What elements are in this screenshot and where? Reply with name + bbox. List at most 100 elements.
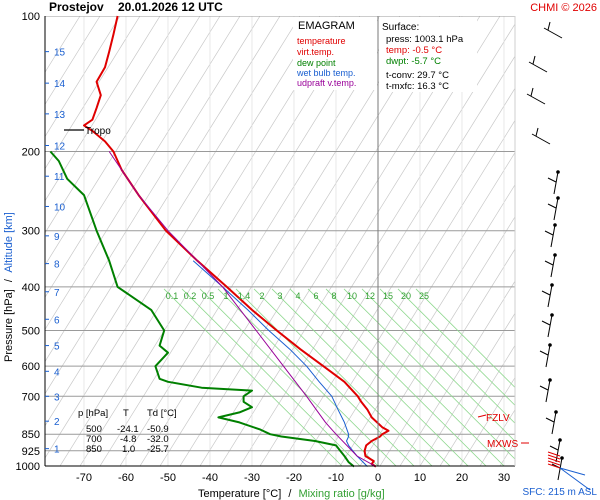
wind-barb-dot	[556, 170, 560, 174]
altitude-tick-label: 10	[54, 202, 66, 213]
wind-barb	[550, 254, 556, 278]
wind-barb	[545, 344, 551, 368]
mixing-ratio-line	[307, 288, 487, 466]
wind-barb	[544, 260, 554, 266]
legend-item-wet-bulb: wet bulb temp.	[296, 68, 356, 78]
x-tick-label: 10	[414, 472, 426, 484]
x-tick-label: 30	[498, 472, 510, 484]
surface-box	[379, 17, 477, 92]
background-diagonal	[45, 16, 201, 266]
altitude-tick-label: 15	[54, 48, 66, 59]
tropopause-marker: Tropo	[64, 126, 111, 137]
legend-item-updraft: udpraft v.temp.	[297, 78, 356, 88]
wind-barb	[553, 171, 559, 195]
x-axis-title-temperature: Temperature [°C]	[198, 488, 281, 500]
background-diagonal	[45, 16, 261, 363]
background-diagonal	[459, 376, 515, 466]
level-table-cell: 850	[86, 444, 102, 455]
level-table-cell: 500	[86, 424, 102, 435]
wind-barb	[557, 457, 563, 481]
legend-box	[293, 17, 377, 90]
altitude-tick-label: 5	[54, 342, 60, 353]
surface-wind-line	[559, 467, 591, 491]
mixing-ratio-label: 0.5	[202, 291, 215, 301]
altitude-tick-label: 4	[54, 367, 60, 378]
wind-barb	[541, 290, 551, 296]
mixing-ratio-line	[325, 288, 505, 466]
background-diagonal	[359, 216, 515, 466]
tick-layer: 0.1 0.2 0.5 1 1.4 2 3 4 6 8 10 12 15 20 25-70 -60 -50 -40…	[16, 11, 511, 484]
surface-wind-marker	[547, 460, 561, 466]
altitude-tick-label: 3	[54, 392, 60, 403]
wind-barb	[532, 55, 536, 65]
altitude-tick-label: 12	[54, 142, 66, 153]
background-diagonal	[45, 16, 141, 170]
wind-barb	[553, 197, 559, 221]
altitude-tick-label: 1	[54, 445, 60, 456]
mixing-ratio-label: 6	[313, 291, 318, 301]
mixing-ratio-line	[397, 288, 515, 406]
background-diagonal	[379, 248, 515, 466]
x-tick-label: -40	[202, 472, 218, 484]
background-diagonal	[580, 16, 600, 466]
mixing-ratio-label: 3	[277, 291, 282, 301]
mixing-ratio-line	[271, 288, 451, 466]
level-table: p [hPa] T Td [°C] 500 -24.1 -50.9 700 -4…	[78, 408, 177, 455]
y-axis-title-pressure: Pressure [hPa]	[3, 289, 15, 362]
mixing-ratio-label: 0.1	[166, 291, 179, 301]
wind-barb	[539, 350, 549, 356]
surface-wind-marker	[547, 454, 561, 460]
background-diagonal	[339, 184, 515, 466]
x-tick-label: -60	[118, 472, 134, 484]
wind-barb-dot	[556, 196, 560, 200]
pressure-tick-label: 200	[22, 146, 40, 158]
level-table-header-t: T	[123, 408, 129, 419]
mixing-ratio-line	[163, 288, 343, 466]
wind-barb	[547, 284, 553, 308]
wind-barb	[535, 127, 539, 137]
background-diagonal	[45, 16, 301, 427]
mixing-ratio-label: 1.4	[238, 291, 251, 301]
pressure-tick-label: 300	[22, 226, 40, 238]
copyright: CHMI © 2026	[530, 2, 597, 14]
sounding-datetime: 20.01.2026 12 UTC	[118, 0, 223, 14]
mixing-ratio-line	[343, 288, 515, 460]
mixing-ratio-label: 12	[365, 291, 375, 301]
wind-barb	[531, 133, 551, 145]
sfc-label: SFC: 215 m ASL	[523, 487, 598, 498]
wind-barb-dot	[558, 438, 562, 442]
background-diagonal	[119, 16, 401, 466]
wind-barb	[544, 230, 554, 236]
wind-barbs	[526, 21, 591, 491]
background-diagonal	[45, 16, 121, 138]
mixing-ratio-label: 0.2	[184, 291, 197, 301]
x-tick-label: -30	[244, 472, 260, 484]
altitude-tick-label: 2	[54, 417, 60, 428]
altitude-tick-label: 6	[54, 315, 60, 326]
wind-barb-dot	[554, 410, 558, 414]
wind-barb-dot	[550, 283, 554, 287]
level-table-header-p: p [hPa]	[78, 408, 108, 419]
wind-barb	[550, 224, 556, 248]
tropo-label: Tropo	[85, 126, 111, 137]
x-tick-label: 0	[375, 472, 381, 484]
surface-temp: temp: -0.5 °C	[386, 45, 442, 56]
surface-wind-marker	[547, 451, 561, 457]
level-table-cell: -4.8	[120, 434, 136, 445]
x-tick-label: -50	[160, 472, 176, 484]
mixing-ratio-label: 8	[331, 291, 336, 301]
background-diagonal	[59, 16, 341, 466]
background-diagonal	[419, 312, 515, 466]
wind-barb	[528, 61, 548, 73]
surface-title: Surface:	[382, 22, 419, 33]
background-diagonal	[540, 16, 600, 466]
mixing-ratio-label: 2	[259, 291, 264, 301]
wind-barb-dot	[548, 378, 552, 382]
pressure-tick-label: 100	[22, 11, 40, 23]
wind-barb	[547, 177, 557, 183]
level-table-header-td: Td [°C]	[147, 408, 177, 419]
background-diagonal	[45, 16, 181, 234]
grid-layer	[45, 16, 600, 466]
mixing-ratio-line	[415, 288, 515, 388]
